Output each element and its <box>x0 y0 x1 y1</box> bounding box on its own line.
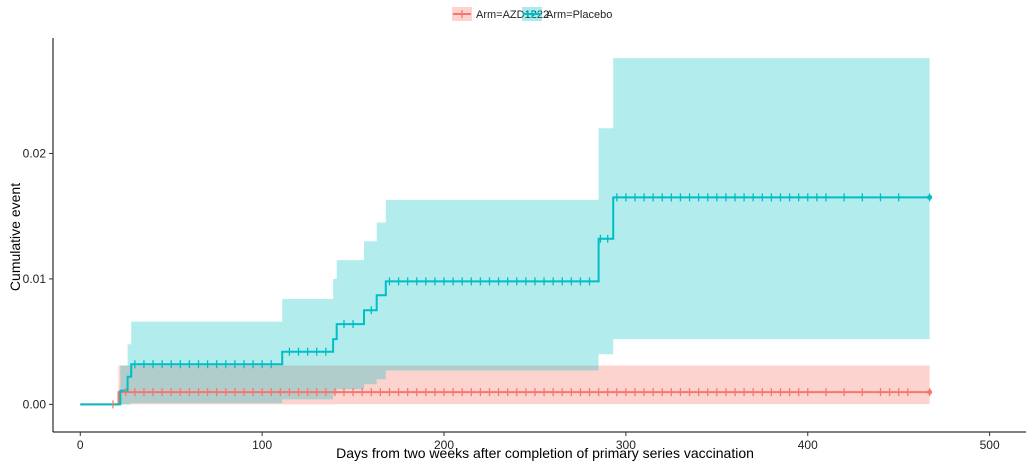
x-axis-title: Days from two weeks after completion of … <box>336 445 754 461</box>
x-tick-label: 200 <box>434 438 454 452</box>
censor-ticks <box>112 193 933 409</box>
x-tick-label: 300 <box>616 438 636 452</box>
axes: 0 100 200 300 400 500 0.00 0.01 0.02 <box>23 38 1026 452</box>
step-curves <box>80 196 930 406</box>
end-point-marker <box>927 389 933 395</box>
x-tick-label: 100 <box>252 438 272 452</box>
y-tick-label: 0.02 <box>23 146 47 160</box>
y-axis-title: Cumulative event <box>7 183 23 291</box>
step-line-placebo <box>80 196 930 406</box>
y-tick-label: 0.01 <box>23 272 47 286</box>
x-tick-label: 0 <box>77 438 84 452</box>
end-point-marker <box>927 194 933 200</box>
y-tick-label: 0.00 <box>23 397 47 411</box>
legend-label: Arm=Placebo <box>546 9 612 21</box>
x-tick-label: 500 <box>980 438 1000 452</box>
legend-label: Arm=AZD1222 <box>476 9 549 21</box>
confidence-band-placebo <box>80 58 930 405</box>
confidence-bands <box>80 58 930 405</box>
x-tick-label: 400 <box>798 438 818 452</box>
